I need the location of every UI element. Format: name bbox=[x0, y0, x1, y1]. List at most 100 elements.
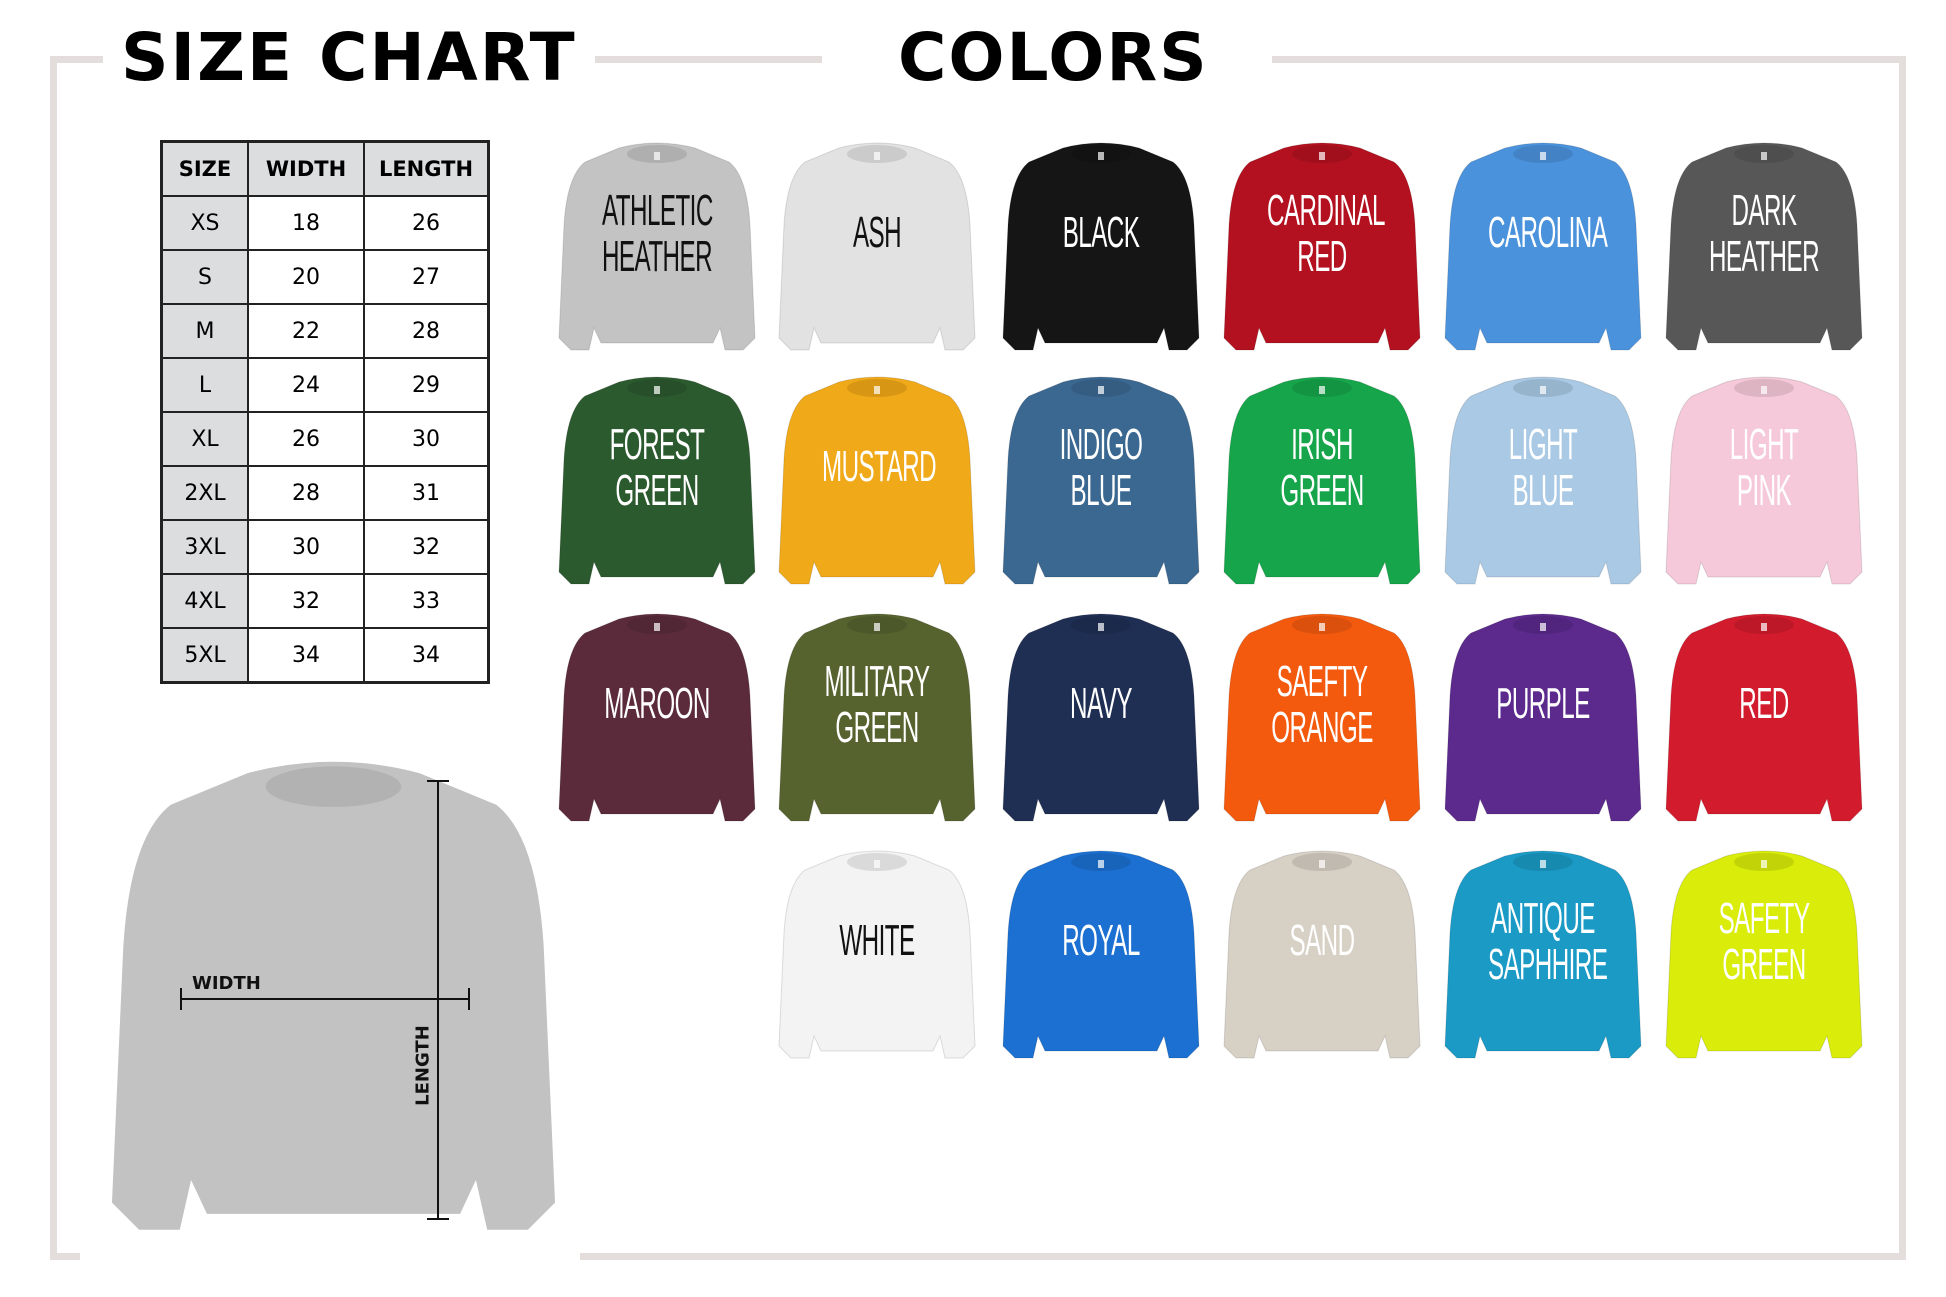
color-swatch-cardinal-red: CARDINAL RED bbox=[1222, 140, 1422, 355]
sweatshirt-image bbox=[778, 850, 976, 1059]
length-cell: 30 bbox=[363, 411, 490, 467]
color-name-label: ANTIQUE SAPHHIRE bbox=[1488, 894, 1608, 989]
color-name-label: PURPLE bbox=[1496, 679, 1590, 728]
color-swatch-antique-saphhire: ANTIQUE SAPHHIRE bbox=[1443, 848, 1643, 1063]
color-name-label: MILITARY GREEN bbox=[824, 657, 931, 752]
length-measure-line bbox=[437, 780, 439, 1220]
size-cell: S bbox=[160, 249, 249, 305]
color-name-label: RED bbox=[1739, 679, 1789, 728]
color-swatch-irish-green: IRISH GREEN bbox=[1222, 374, 1422, 589]
color-swatch-maroon: MAROON bbox=[557, 611, 757, 826]
table-row: 4XL 32 33 bbox=[160, 573, 490, 629]
sweatshirt-image bbox=[1223, 376, 1421, 585]
sweatshirt-image bbox=[1665, 613, 1863, 822]
color-name-label: MUSTARD bbox=[822, 442, 937, 491]
size-cell: XL bbox=[160, 411, 249, 467]
width-label: WIDTH bbox=[192, 973, 261, 994]
color-name-label: FOREST GREEN bbox=[609, 420, 705, 515]
sweatshirt-image bbox=[558, 613, 756, 822]
table-row: 3XL 30 32 bbox=[160, 519, 490, 575]
frame-bottom-line bbox=[50, 1253, 1906, 1260]
sweatshirt-image bbox=[1444, 142, 1642, 351]
column-header: WIDTH bbox=[247, 140, 365, 197]
color-name-label: NAVY bbox=[1070, 679, 1132, 728]
size-cell: 5XL bbox=[160, 627, 249, 684]
color-swatch-navy: NAVY bbox=[1001, 611, 1201, 826]
color-name-label: CARDINAL RED bbox=[1267, 186, 1386, 281]
color-name-label: WHITE bbox=[839, 916, 915, 965]
color-name-label: IRISH GREEN bbox=[1280, 420, 1364, 515]
color-swatch-light-blue: LIGHT BLUE bbox=[1443, 374, 1643, 589]
color-swatch-athletic-heather: ATHLETIC HEATHER bbox=[557, 140, 757, 355]
color-name-label: SAEFTY ORANGE bbox=[1271, 657, 1373, 752]
sweatshirt-image bbox=[1444, 376, 1642, 585]
size-cell: 3XL bbox=[160, 519, 249, 575]
width-cell: 34 bbox=[247, 627, 365, 684]
color-name-label: ATHLETIC HEATHER bbox=[602, 186, 713, 281]
color-name-label: MAROON bbox=[604, 679, 710, 728]
colors-heading: COLORS bbox=[880, 18, 1227, 98]
sweatshirt-diagram-image bbox=[111, 761, 556, 1230]
width-measure-cap-left bbox=[180, 988, 182, 1010]
color-name-label: ASH bbox=[852, 208, 902, 257]
color-swatch-dark-heather: DARK HEATHER bbox=[1664, 140, 1864, 355]
color-name-label: CAROLINA bbox=[1488, 208, 1608, 257]
size-cell: 4XL bbox=[160, 573, 249, 629]
sweatshirt-image bbox=[1002, 376, 1200, 585]
size-cell: XS bbox=[160, 195, 249, 251]
color-name-label: DARK HEATHER bbox=[1709, 186, 1820, 281]
color-swatch-royal: ROYAL bbox=[1001, 848, 1201, 1063]
length-cell: 33 bbox=[363, 573, 490, 629]
sweatshirt-image bbox=[1665, 376, 1863, 585]
width-cell: 26 bbox=[247, 411, 365, 467]
table-row: L 24 29 bbox=[160, 357, 490, 413]
length-cell: 29 bbox=[363, 357, 490, 413]
color-name-label: BLACK bbox=[1062, 208, 1140, 257]
width-cell: 24 bbox=[247, 357, 365, 413]
width-cell: 32 bbox=[247, 573, 365, 629]
length-cell: 27 bbox=[363, 249, 490, 305]
table-row: S 20 27 bbox=[160, 249, 490, 305]
sweatshirt-image bbox=[558, 142, 756, 351]
size-cell: M bbox=[160, 303, 249, 359]
color-swatch-red: RED bbox=[1664, 611, 1864, 826]
sweatshirt-image bbox=[1444, 850, 1642, 1059]
color-swatch-black: BLACK bbox=[1001, 140, 1201, 355]
length-cell: 26 bbox=[363, 195, 490, 251]
color-swatch-indigo-blue: INDIGO BLUE bbox=[1001, 374, 1201, 589]
measurement-diagram: WIDTH LENGTH bbox=[106, 755, 561, 1245]
frame-bottom-gap bbox=[80, 1245, 580, 1265]
color-swatch-saefty-orange: SAEFTY ORANGE bbox=[1222, 611, 1422, 826]
size-cell: L bbox=[160, 357, 249, 413]
width-cell: 28 bbox=[247, 465, 365, 521]
length-cell: 31 bbox=[363, 465, 490, 521]
color-name-label: SAND bbox=[1289, 916, 1355, 965]
length-cell: 34 bbox=[363, 627, 490, 684]
size-table-header: SIZE WIDTH LENGTH bbox=[160, 140, 490, 197]
color-swatch-military-green: MILITARY GREEN bbox=[777, 611, 977, 826]
color-swatch-sand: SAND bbox=[1222, 848, 1422, 1063]
sweatshirt-image bbox=[1002, 850, 1200, 1059]
frame-right-line bbox=[1899, 56, 1906, 1260]
column-header: SIZE bbox=[160, 140, 249, 197]
color-swatch-forest-green: FOREST GREEN bbox=[557, 374, 757, 589]
length-measure-cap-top bbox=[427, 780, 449, 782]
table-row: 5XL 34 34 bbox=[160, 627, 490, 684]
length-label: LENGTH bbox=[412, 1025, 434, 1106]
color-name-label: LIGHT BLUE bbox=[1508, 420, 1578, 515]
color-swatch-mustard: MUSTARD bbox=[777, 374, 977, 589]
size-cell: 2XL bbox=[160, 465, 249, 521]
frame-left-line bbox=[50, 56, 57, 1260]
sweatshirt-image bbox=[1002, 613, 1200, 822]
column-header: LENGTH bbox=[363, 140, 490, 197]
length-cell: 32 bbox=[363, 519, 490, 575]
sweatshirt-image bbox=[1444, 613, 1642, 822]
color-name-label: LIGHT PINK bbox=[1729, 420, 1799, 515]
color-swatch-safety-green: SAFETY GREEN bbox=[1664, 848, 1864, 1063]
color-name-label: INDIGO BLUE bbox=[1059, 420, 1143, 515]
width-cell: 18 bbox=[247, 195, 365, 251]
size-chart-heading: SIZE CHART bbox=[103, 18, 595, 98]
sweatshirt-image bbox=[1665, 142, 1863, 351]
size-table: SIZE WIDTH LENGTH XS 18 26 S 20 27 M 22 28 L 24 29 XL 26… bbox=[160, 140, 490, 684]
